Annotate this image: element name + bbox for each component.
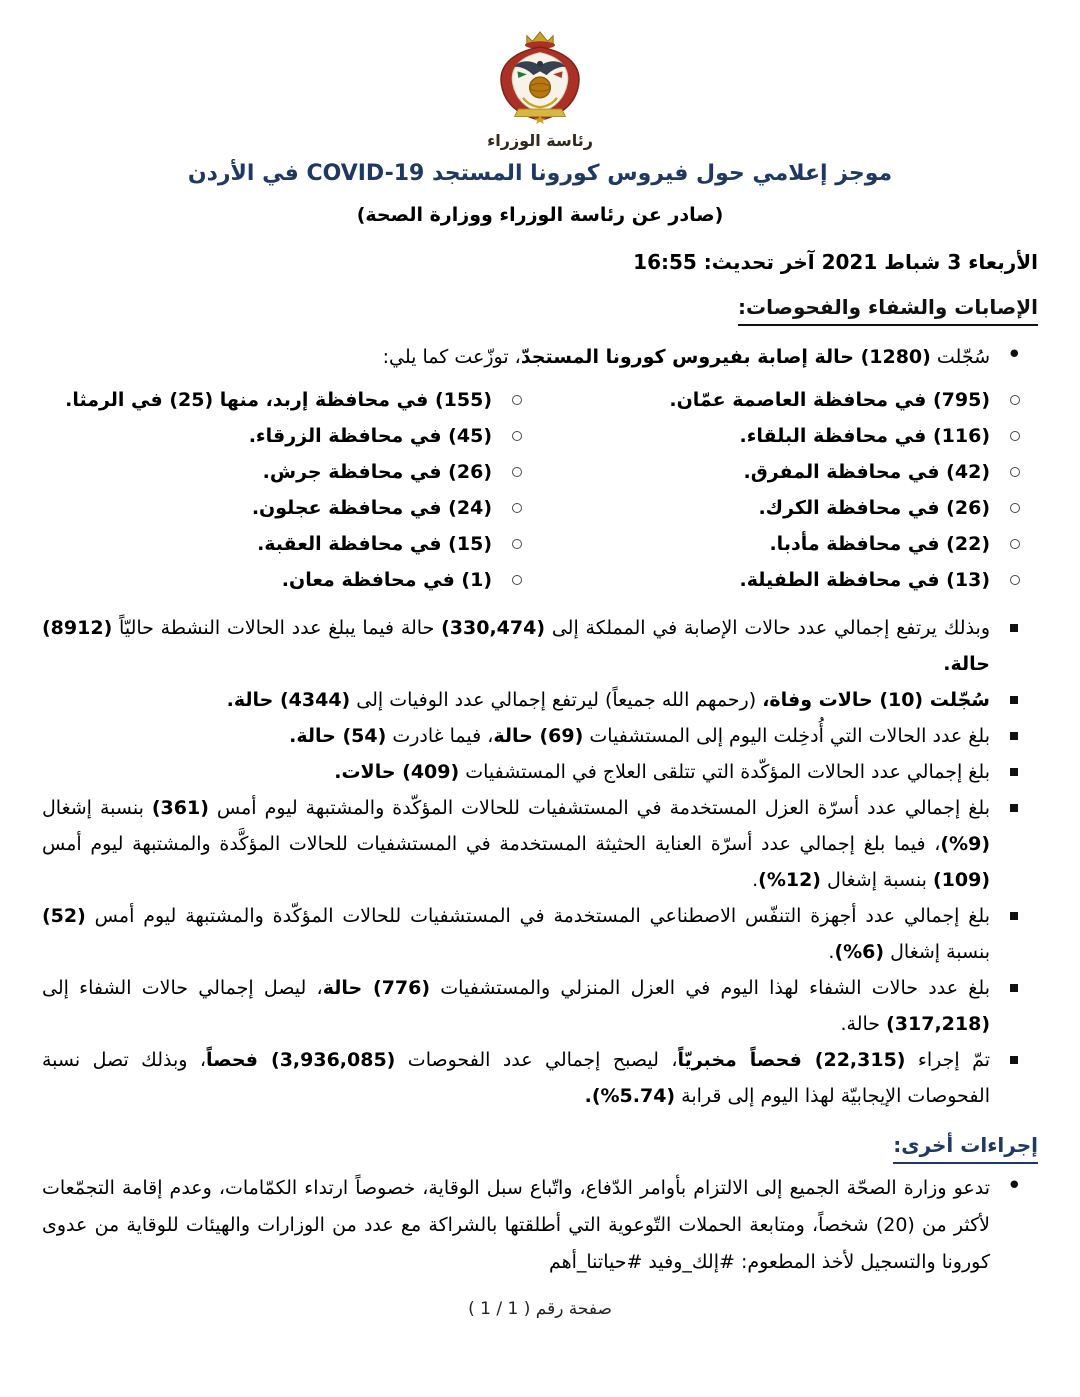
header-logo: رئاسة الوزراء: [42, 30, 1038, 152]
governorate-item: (1) في محافظة معان.: [42, 562, 540, 598]
ministry-call-bullet: تدعو وزارة الصحّة الجميع إلى الالتزام بأ…: [42, 1168, 1038, 1281]
page-title: موجز إعلامي حول فيروس كورونا المستجد COV…: [187, 161, 893, 186]
governorate-item: (155) في محافظة إربد، منها (25) في الرمث…: [42, 382, 540, 418]
governorate-distribution-list: (795) في محافظة العاصمة عمّان. (116) في …: [42, 382, 1038, 598]
governorate-item: (24) في محافظة عجلون.: [42, 490, 540, 526]
section-header-cases-label: الإصابات والشفاء والفحوصات:: [738, 292, 1038, 326]
section-header-cases: الإصابات والشفاء والفحوصات:: [42, 292, 1038, 326]
cases-intro-bullet: سُجّلت (1280) حالة إصابة بفيروس كورونا ا…: [42, 338, 1038, 374]
governorate-item: (116) في محافظة البلقاء.: [540, 418, 1038, 454]
stat-item: بلغ عدد حالات الشفاء لهذا اليوم في العزل…: [42, 970, 1038, 1042]
governorate-item: (42) في محافظة المفرق.: [540, 454, 1038, 490]
stat-item: بلغ إجمالي عدد الحالات المؤكّدة التي تتل…: [42, 754, 1038, 790]
statistics-list: وبذلك يرتفع إجمالي عدد حالات الإصابة في …: [42, 610, 1038, 1114]
governorate-item: (26) في محافظة جرش.: [42, 454, 540, 490]
page-number: صفحة رقم ( 1 / 1 ): [468, 1299, 612, 1319]
governorate-item: (13) في محافظة الطفيلة.: [540, 562, 1038, 598]
governorate-item: (15) في محافظة العقبة.: [42, 526, 540, 562]
stat-item: سُجّلت (10) حالات وفاة، (رحمهم الله جميع…: [42, 682, 1038, 718]
section-header-other-measures-label: إجراءات أخرى:: [893, 1130, 1038, 1164]
governorate-item: (22) في محافظة مأدبا.: [540, 526, 1038, 562]
governorate-item: (26) في محافظة الكرك.: [540, 490, 1038, 526]
date-line: الأربعاء 3 شباط 2021 آخر تحديث: 16:55: [633, 250, 1038, 274]
jordan-coat-of-arms-icon: [500, 31, 580, 125]
stat-item: وبذلك يرتفع إجمالي عدد حالات الإصابة في …: [42, 610, 1038, 682]
stat-item: بلغ عدد الحالات التي أُدخِلت اليوم إلى ا…: [42, 718, 1038, 754]
stat-item: تمّ إجراء (22,315) فحصاً مخبريّاً، ليصبح…: [42, 1042, 1038, 1114]
governorate-item: (795) في محافظة العاصمة عمّان.: [540, 382, 1038, 418]
governorate-item: (45) في محافظة الزرقاء.: [42, 418, 540, 454]
section-header-other-measures: إجراءات أخرى:: [42, 1130, 1038, 1164]
stat-item: بلغ إجمالي عدد أسرّة العزل المستخدمة في …: [42, 790, 1038, 898]
page-subtitle: (صادر عن رئاسة الوزراء ووزارة الصحة): [356, 204, 724, 226]
stat-item: بلغ إجمالي عدد أجهزة التنفّس الاصطناعي ا…: [42, 898, 1038, 970]
logo-caption: رئاسة الوزراء: [487, 131, 593, 150]
